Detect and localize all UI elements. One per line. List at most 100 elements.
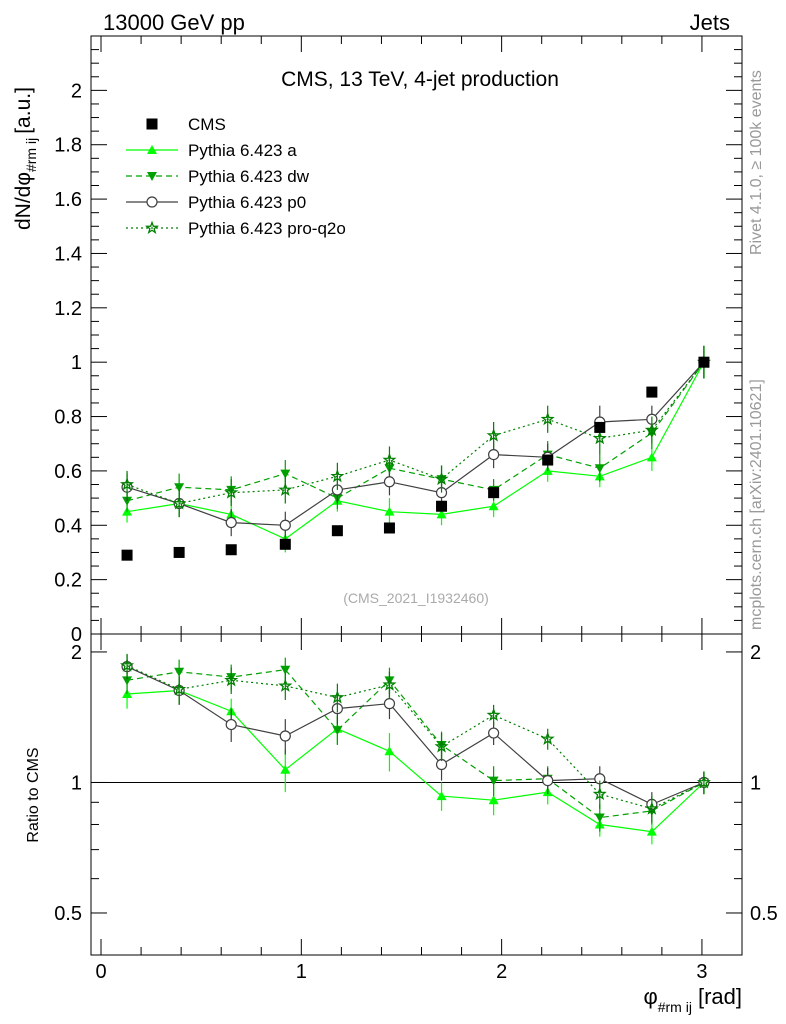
main-point-cms xyxy=(173,546,185,558)
y-tick-label-main: 1.4 xyxy=(54,243,82,265)
main-point-pythia-6-423-dw xyxy=(280,469,291,479)
rivet-version-label: Rivet 4.1.0, ≥ 100k events xyxy=(748,70,765,255)
legend-label-pythia-6-423-pro-q2o: Pythia 6.423 pro-q2o xyxy=(188,219,346,238)
ratio-point-pythia-6-423-dw xyxy=(488,776,499,786)
y-axis-label-ratio: Ratio to CMS xyxy=(25,747,42,842)
main-point-cms xyxy=(698,356,710,368)
y-tick-label-ratio-right: 0.5 xyxy=(750,903,778,925)
main-point-pythia-6-423-p0 xyxy=(279,519,291,531)
header-energy-label: 13000 GeV pp xyxy=(103,10,245,35)
main-point-pythia-6-423-dw xyxy=(122,496,133,506)
legend-label-pythia-6-423-a: Pythia 6.423 a xyxy=(188,141,297,160)
main-point-pythia-6-423-a xyxy=(384,506,395,516)
main-point-pythia-6-423-pro-q2o xyxy=(644,422,659,437)
ratio-point-pythia-6-423-pro-q2o xyxy=(592,786,607,801)
ratio-point-pythia-6-423-pro-q2o xyxy=(172,681,187,696)
ratio-line-pythia-6-423-a xyxy=(127,689,705,833)
main-point-cms xyxy=(279,538,291,550)
y-tick-label-ratio: 0.5 xyxy=(54,903,82,925)
legend-marker-cms xyxy=(146,118,158,130)
main-point-cms xyxy=(436,500,448,512)
y-tick-label-main: 0.2 xyxy=(54,570,82,592)
main-point-cms xyxy=(488,487,500,499)
x-tick-label: 3 xyxy=(696,961,707,983)
legend-marker-pythia-6-423-pro-q2o xyxy=(144,220,160,235)
y-label-main-subscript: #rm ij xyxy=(23,138,39,172)
ratio-point-pythia-6-423-p0 xyxy=(542,774,554,787)
ratio-point-pythia-6-423-a xyxy=(280,764,291,774)
ratio-point-pythia-6-423-pro-q2o xyxy=(696,775,711,789)
main-point-pythia-6-423-pro-q2o xyxy=(330,468,345,483)
ratio-point-pythia-6-423-p0 xyxy=(488,727,500,739)
ratio-series-group xyxy=(119,653,711,845)
legend: CMS Pythia 6.423 a Pythia 6.423 dw Pythia 6… xyxy=(126,115,346,238)
x-axis-label: φ#rm ij [rad] xyxy=(643,984,742,1015)
y-tick-label-main: 2 xyxy=(71,80,82,102)
main-point-cms xyxy=(383,522,395,534)
y-tick-label-ratio: 2 xyxy=(71,642,82,664)
main-point-pythia-6-423-a xyxy=(436,509,447,519)
y-tick-label-main: 0 xyxy=(71,624,82,646)
main-point-pythia-6-423-pro-q2o xyxy=(278,482,293,496)
ratio-point-pythia-6-423-dw xyxy=(280,665,291,675)
ratio-point-pythia-6-423-dw xyxy=(332,726,343,736)
main-point-cms xyxy=(225,544,237,556)
chart-title: CMS, 13 TeV, 4-jet production xyxy=(281,68,559,91)
ratio-point-pythia-6-423-pro-q2o xyxy=(644,801,659,815)
y-tick-label-main: 1.8 xyxy=(54,135,82,157)
main-point-pythia-6-423-p0 xyxy=(225,516,237,529)
ratio-panel-frame xyxy=(90,633,743,956)
y-tick-label-main: 1.2 xyxy=(54,298,82,320)
main-point-pythia-6-423-pro-q2o xyxy=(540,411,555,426)
legend-marker-pythia-6-423-a xyxy=(147,145,157,154)
y-tick-label-ratio-right: 1 xyxy=(750,772,761,794)
main-point-pythia-6-423-a xyxy=(488,501,499,511)
x-tick-label: 1 xyxy=(296,961,307,983)
analysis-watermark: (CMS_2021_I1932460) xyxy=(343,590,489,606)
y-label-main-symbol: dN/dφ xyxy=(12,172,35,230)
main-point-pythia-6-423-a xyxy=(646,452,657,462)
ratio-point-pythia-6-423-pro-q2o xyxy=(486,707,501,722)
ratio-point-pythia-6-423-p0 xyxy=(383,698,396,710)
main-point-cms xyxy=(542,454,554,466)
main-point-cms xyxy=(646,386,658,398)
main-point-pythia-6-423-p0 xyxy=(383,476,396,488)
y-tick-label-main: 1 xyxy=(71,352,82,374)
x-label-unit: [rad] xyxy=(698,984,742,1009)
ratio-point-pythia-6-423-a xyxy=(646,826,657,836)
main-point-pythia-6-423-pro-q2o xyxy=(172,496,187,510)
header-category-label: Jets xyxy=(690,10,730,35)
ratio-line-pythia-6-423-dw xyxy=(127,669,705,819)
y-tick-label-main: 0.4 xyxy=(54,515,82,537)
ratio-point-pythia-6-423-pro-q2o xyxy=(224,672,239,687)
y-tick-label-main: 0.6 xyxy=(54,461,82,483)
ratio-line-pythia-6-423-p0 xyxy=(126,666,705,806)
legend-label-pythia-6-423-dw: Pythia 6.423 dw xyxy=(188,167,310,186)
main-point-pythia-6-423-pro-q2o xyxy=(434,471,449,486)
ratio-point-pythia-6-423-pro-q2o xyxy=(540,731,555,745)
y-tick-label-ratio-right: 2 xyxy=(750,642,761,664)
ratio-point-pythia-6-423-pro-q2o xyxy=(119,658,135,672)
mcplots-label: mcplots.cern.ch [arXiv:2401.10621] xyxy=(748,379,765,630)
legend-marker-pythia-6-423-dw xyxy=(147,172,157,181)
ratio-line-pythia-6-423-pro-q2o xyxy=(126,665,705,810)
y-tick-label-main: 0.8 xyxy=(54,407,82,429)
ratio-point-pythia-6-423-p0 xyxy=(279,730,291,742)
main-point-cms xyxy=(594,421,606,433)
main-line-pythia-6-423-p0 xyxy=(126,361,705,526)
main-point-cms xyxy=(331,525,343,537)
axes-group: 0 1 2 3 0 0.2 0.4 0.6 0.8 1 1.2 1.4 1.6 1.8 2 0.5 0.5 1 1 2… xyxy=(54,35,778,983)
main-line-pythia-6-423-a xyxy=(127,361,705,540)
ratio-point-pythia-6-423-pro-q2o xyxy=(330,690,345,704)
y-axis-label-main: dN/dφ#rm ij [a.u.] xyxy=(12,87,39,230)
ratio-point-pythia-6-423-a xyxy=(436,791,447,801)
main-point-pythia-6-423-dw xyxy=(174,483,185,493)
main-series-group xyxy=(119,345,711,561)
main-point-pythia-6-423-dw xyxy=(594,464,605,474)
ratio-point-pythia-6-423-p0 xyxy=(225,718,237,731)
main-point-pythia-6-423-p0 xyxy=(488,449,500,461)
main-point-pythia-6-423-pro-q2o xyxy=(119,477,135,491)
y-axis-label-main-text: dN/dφ#rm ij [a.u.] xyxy=(12,87,39,230)
legend-marker-pythia-6-423-p0 xyxy=(146,196,158,208)
